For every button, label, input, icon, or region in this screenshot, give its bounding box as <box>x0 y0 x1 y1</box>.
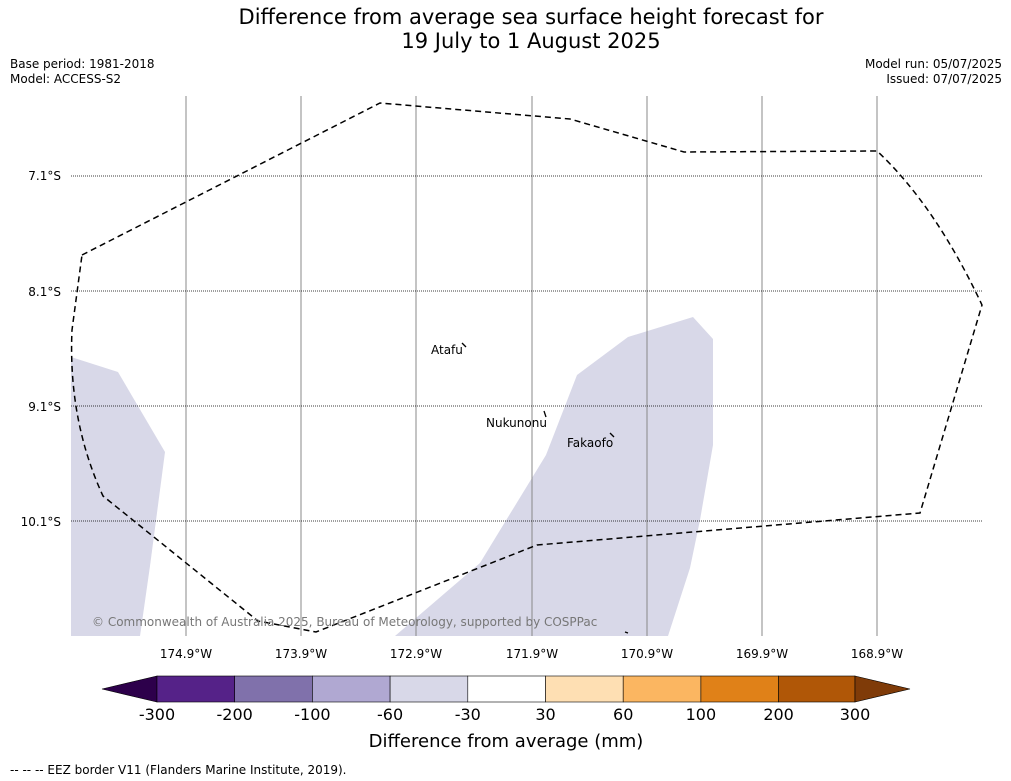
meta-left: Base period: 1981-2018 Model: ACCESS-S2 <box>10 57 155 87</box>
place-label-fakaofo: Fakaofo <box>567 436 613 450</box>
eez-border <box>70 102 983 633</box>
colorbar-segment <box>700 675 779 703</box>
lon-label: 168.9°W <box>851 647 903 661</box>
colorbar-segments <box>156 675 856 703</box>
meta-right: Model run: 05/07/2025 Issued: 07/07/2025 <box>865 57 1002 87</box>
small-island-shape <box>624 631 629 634</box>
colorbar-tick: 200 <box>763 705 794 724</box>
title-line-1: Difference from average sea surface heig… <box>238 5 824 29</box>
lon-label: 169.9°W <box>736 647 788 661</box>
colorbar-tick: 30 <box>535 705 555 724</box>
chart-title: Difference from average sea surface heig… <box>0 5 1011 53</box>
lon-label: 170.9°W <box>621 647 673 661</box>
colorbar: -300 -200 -100 -60 -30 30 60 100 200 300… <box>101 675 911 752</box>
atafu-island-shape <box>461 342 467 348</box>
anomaly-region-west <box>71 357 165 636</box>
lat-label: 9.1°S <box>28 400 61 414</box>
lon-label: 171.9°W <box>506 647 558 661</box>
issued-date: Issued: 07/07/2025 <box>886 72 1002 86</box>
colorbar-extend-high <box>854 675 911 703</box>
place-label-atafu: Atafu <box>431 343 463 357</box>
lon-label: 172.9°W <box>390 647 442 661</box>
place-label-nukunonu: Nukunonu <box>486 416 547 430</box>
colorbar-tick: -300 <box>139 705 175 724</box>
base-period: Base period: 1981-2018 <box>10 57 155 71</box>
model-run: Model run: 05/07/2025 <box>864 57 1002 71</box>
colorbar-tick: -100 <box>294 705 330 724</box>
model-name: Model: ACCESS-S2 <box>10 72 122 86</box>
latitude-gridlines <box>71 175 982 522</box>
lat-label: 10.1°S <box>21 515 61 529</box>
lon-label: 174.9°W <box>160 647 212 661</box>
lat-label: 7.1°S <box>28 169 61 183</box>
copyright-text: © Commonwealth of Australia 2025, Bureau… <box>92 615 597 629</box>
colorbar-segment <box>234 675 313 703</box>
islands <box>461 342 629 634</box>
eez-legend-footer: -- -- -- EEZ border V11 (Flanders Marine… <box>10 763 347 777</box>
colorbar-segment <box>778 675 856 703</box>
title-line-2: 19 July to 1 August 2025 <box>401 29 661 53</box>
anomaly-region-east <box>395 317 713 636</box>
colorbar-tick: 100 <box>686 705 717 724</box>
colorbar-segment <box>312 675 391 703</box>
colorbar-segment <box>467 675 546 703</box>
colorbar-tick: -200 <box>217 705 253 724</box>
colorbar-tick: 300 <box>840 705 871 724</box>
colorbar-segment <box>389 675 469 703</box>
longitude-labels: 174.9°W 173.9°W 172.9°W 171.9°W 170.9°W … <box>160 647 903 661</box>
colorbar-tick: -30 <box>455 705 481 724</box>
colorbar-segment <box>156 675 235 703</box>
nukunonu-island-shape <box>543 410 547 418</box>
colorbar-tick: -60 <box>377 705 403 724</box>
colorbar-extend-low <box>101 675 158 703</box>
colorbar-label: Difference from average (mm) <box>369 731 644 752</box>
colorbar-segment <box>622 675 702 703</box>
latitude-labels: 7.1°S 8.1°S 9.1°S 10.1°S <box>21 169 61 529</box>
colorbar-tick: 60 <box>613 705 633 724</box>
fakaofo-island-shape <box>609 432 615 438</box>
colorbar-segment <box>545 675 624 703</box>
lon-label: 173.9°W <box>275 647 327 661</box>
colorbar-tick-labels: -300 -200 -100 -60 -30 30 60 100 200 300 <box>139 705 870 724</box>
longitude-gridlines <box>185 96 878 636</box>
lat-label: 8.1°S <box>28 285 61 299</box>
